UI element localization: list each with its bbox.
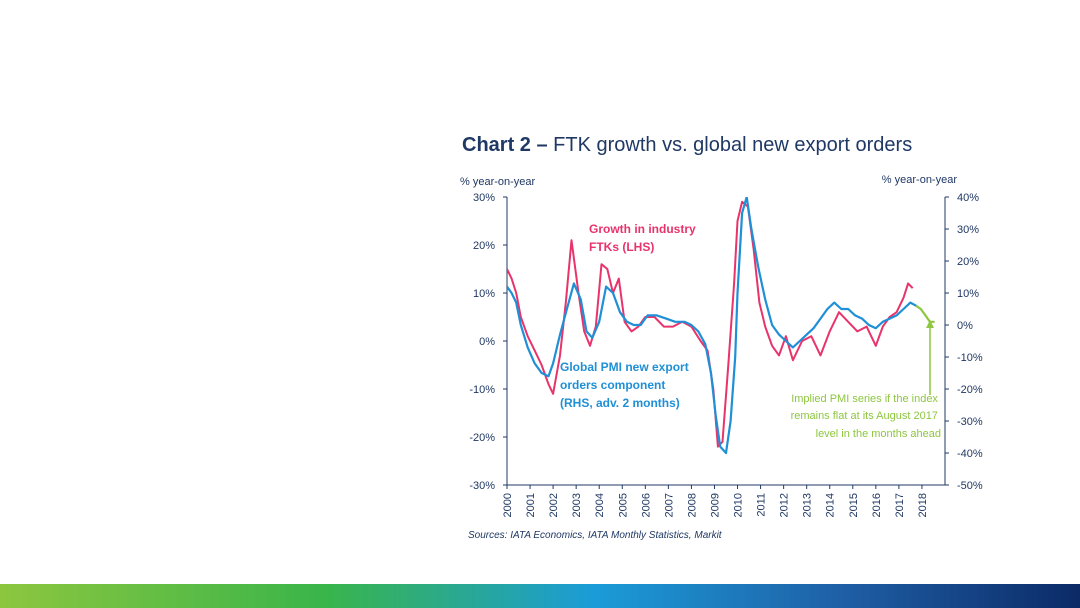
x-tick-label: 2012 <box>779 493 791 517</box>
series-line-implied <box>915 304 935 323</box>
x-tick-label: 2017 <box>894 493 906 517</box>
y-tick-label-right: -30% <box>957 416 983 428</box>
x-tick-label: 2013 <box>802 493 814 517</box>
x-tick-label: 2006 <box>640 493 652 517</box>
pmi-annotation: Global PMI new export orders component (… <box>560 360 692 410</box>
y-tick-label-right: 30% <box>957 224 979 236</box>
y-tick-label-left: 20% <box>473 240 495 252</box>
ftk-annotation: Growth in industry FTKs (LHS) <box>589 222 699 254</box>
y-tick-label-right: 20% <box>957 256 979 268</box>
implied-arrow-head <box>926 320 934 328</box>
x-tick-label: 2007 <box>663 493 675 517</box>
x-tick-label: 2015 <box>848 493 860 517</box>
x-tick-label: 2014 <box>825 493 837 517</box>
x-tick-label: 2009 <box>709 493 721 517</box>
x-tick-label: 2008 <box>686 493 698 517</box>
implied-annotation-line: remains flat at its August 2017 <box>791 410 938 422</box>
y-tick-label-left: -30% <box>469 480 495 492</box>
y-tick-label-left: 10% <box>473 288 495 300</box>
y-axis-label-right: % year-on-year <box>882 174 958 186</box>
pmi-annotation-line: orders component <box>560 378 665 392</box>
left-ticks: 30% 20% 10% 0% -10% -20% -30% <box>469 192 507 492</box>
ftk-annotation-line: FTKs (LHS) <box>589 240 654 254</box>
chart-title-rest: FTK growth vs. global new export orders <box>547 134 913 156</box>
x-tick-label: 2004 <box>594 493 606 517</box>
y-axis-label-left: % year-on-year <box>460 176 536 188</box>
y-tick-label-left: 0% <box>479 336 495 348</box>
x-tick-label: 2018 <box>917 493 929 517</box>
pmi-annotation-line: Global PMI new export <box>560 360 689 374</box>
x-tick-label: 2003 <box>571 493 583 517</box>
x-tick-label: 2000 <box>502 493 514 517</box>
implied-annotation: Implied PMI series if the index remains … <box>791 393 941 440</box>
y-tick-label-right: -10% <box>957 352 983 364</box>
right-ticks: 40% 30% 20% 10% 0% -10% -20% -30% -40% -50% <box>945 192 983 492</box>
y-tick-label-left: 30% <box>473 192 495 204</box>
chart-title: Chart 2 – FTK growth vs. global new expo… <box>462 134 912 157</box>
y-tick-label-right: -50% <box>957 480 983 492</box>
source-note: Sources: IATA Economics, IATA Monthly St… <box>468 530 722 541</box>
ftk-annotation-line: Growth in industry <box>589 222 696 236</box>
y-tick-label-right: 10% <box>957 288 979 300</box>
y-tick-label-left: -10% <box>469 384 495 396</box>
series-line-pmi <box>507 197 917 455</box>
x-tick-label: 2005 <box>617 493 629 517</box>
pmi-annotation-line: (RHS, adv. 2 months) <box>560 396 680 410</box>
implied-annotation-line: Implied PMI series if the index <box>791 393 938 405</box>
implied-annotation-line: level in the months ahead <box>816 428 941 440</box>
y-tick-label-right: -20% <box>957 384 983 396</box>
x-tick-label: 2002 <box>548 493 560 517</box>
x-tick-label: 2001 <box>525 493 537 517</box>
x-tick-label: 2016 <box>871 493 883 517</box>
y-tick-label-right: 0% <box>957 320 973 332</box>
x-ticks: 2000 2001 2002 2003 2004 2005 2006 2007 2008 2009… <box>502 485 929 517</box>
x-tick-label: 2011 <box>756 493 768 517</box>
y-tick-label-left: -20% <box>469 432 495 444</box>
bottom-gradient-bar <box>0 584 1080 608</box>
y-tick-label-right: 40% <box>957 192 979 204</box>
x-tick-label: 2010 <box>733 493 745 517</box>
y-tick-label-right: -40% <box>957 448 983 460</box>
chart-title-bold: Chart 2 – <box>462 134 548 156</box>
